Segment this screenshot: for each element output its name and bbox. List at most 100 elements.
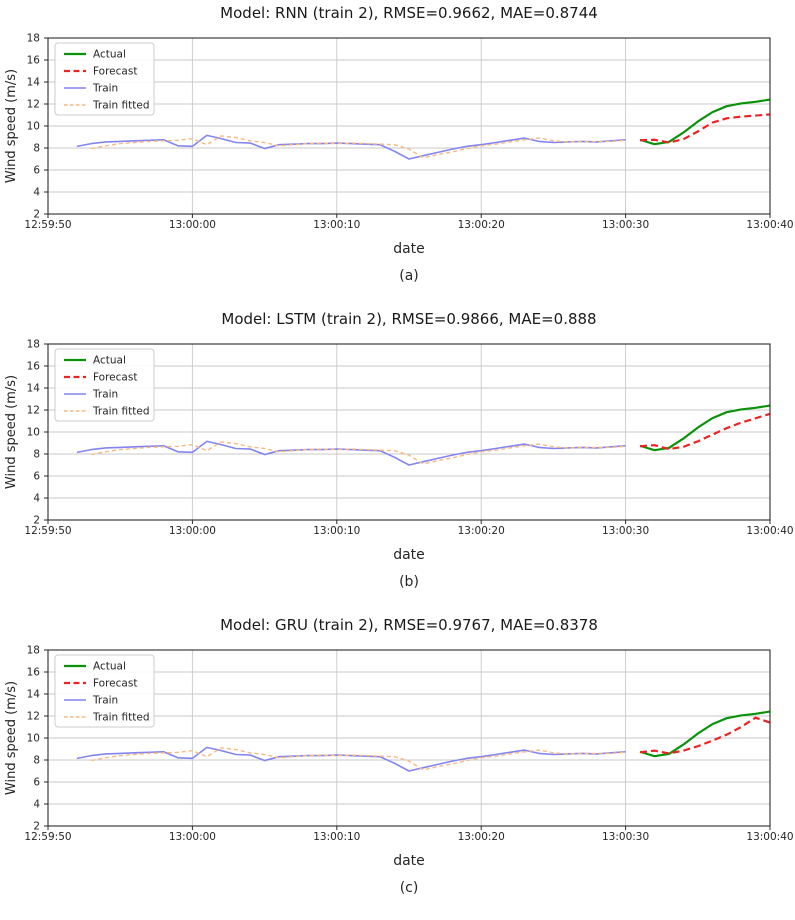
legend-label: Forecast xyxy=(93,66,137,78)
x-tick-label: 12:59:50 xyxy=(24,525,71,537)
series-line-train xyxy=(76,746,626,772)
subplot-caption: (a) xyxy=(399,268,419,284)
grid-lines xyxy=(47,37,771,215)
y-tick-label: 4 xyxy=(33,187,40,199)
x-tick-label: 13:00:40 xyxy=(746,525,793,537)
x-tick-label: 13:00:00 xyxy=(169,525,216,537)
x-tick-label: 13:00:30 xyxy=(602,525,649,537)
x-tick-label: 13:00:00 xyxy=(169,219,216,231)
chart-section-rnn: 12:59:50 13:00:00 13:00:10 13:00:20 13:00:30… xyxy=(0,0,795,306)
series-line-train-fitted xyxy=(91,747,626,771)
y-tick-label: 6 xyxy=(33,165,40,177)
y-tick-label: 18 xyxy=(27,645,40,657)
subplot-caption: (c) xyxy=(400,880,419,896)
legend: Actual Forecast Train Train fitted xyxy=(54,42,155,116)
x-tick-label: 12:59:50 xyxy=(24,219,71,231)
legend-label: Forecast xyxy=(93,678,137,690)
y-tick-label: 4 xyxy=(33,799,40,811)
y-axis-label: Wind speed (m/s) xyxy=(4,681,19,795)
series-line-forecast xyxy=(639,716,771,755)
series-line-actual xyxy=(639,710,771,758)
series-line-train-fitted xyxy=(91,441,626,465)
y-tick-label: 2 xyxy=(33,821,40,833)
y-tick-label: 8 xyxy=(33,143,40,155)
y-tick-label: 10 xyxy=(27,427,40,439)
y-tick-label: 18 xyxy=(27,33,40,45)
tick-marks xyxy=(44,37,771,218)
legend-box xyxy=(54,42,155,116)
y-tick-label: 12 xyxy=(27,405,40,417)
chart-canvas-lstm: 12:59:50 13:00:00 13:00:10 13:00:20 13:00:30… xyxy=(4,310,794,590)
legend-box xyxy=(54,654,155,728)
y-tick-label: 12 xyxy=(27,99,40,111)
tick-marks xyxy=(44,343,771,524)
y-tick-label: 10 xyxy=(27,733,40,745)
x-tick-label: 13:00:10 xyxy=(313,219,360,231)
series-line-train xyxy=(76,134,626,160)
chart-title: Model: RNN (train 2), RMSE=0.9662, MAE=0… xyxy=(220,4,598,22)
x-tick-label: 13:00:20 xyxy=(458,831,505,843)
chart-section-gru: 12:59:50 13:00:00 13:00:10 13:00:20 13:00:30… xyxy=(0,612,795,918)
legend-label: Train fitted xyxy=(92,100,150,112)
y-tick-label: 8 xyxy=(33,449,40,461)
series-line-train xyxy=(76,440,626,466)
legend-label: Actual xyxy=(93,355,126,367)
series-line-forecast xyxy=(639,113,771,144)
legend: Actual Forecast Train Train fitted xyxy=(54,348,155,422)
chart-title: Model: LSTM (train 2), RMSE=0.9866, MAE=… xyxy=(221,310,596,328)
y-axis-label: Wind speed (m/s) xyxy=(4,375,19,489)
chart-canvas-rnn: 12:59:50 13:00:00 13:00:10 13:00:20 13:00:30… xyxy=(4,4,794,284)
y-tick-label: 16 xyxy=(27,667,41,679)
x-tick-label: 13:00:20 xyxy=(458,219,505,231)
x-axis-label: date xyxy=(393,241,425,257)
y-tick-label: 2 xyxy=(33,209,40,221)
legend-label: Train fitted xyxy=(92,406,150,418)
legend-label: Forecast xyxy=(93,372,137,384)
y-tick-label: 12 xyxy=(27,711,40,723)
y-tick-label: 10 xyxy=(27,121,40,133)
y-tick-label: 2 xyxy=(33,515,40,527)
y-tick-label: 6 xyxy=(33,471,40,483)
chart-section-lstm: 12:59:50 13:00:00 13:00:10 13:00:20 13:00:30… xyxy=(0,306,795,612)
grid-lines xyxy=(47,649,771,827)
legend-label: Actual xyxy=(93,661,126,673)
y-tick-label: 14 xyxy=(27,383,41,395)
grid-lines xyxy=(47,343,771,521)
legend-label: Train xyxy=(92,83,118,95)
y-tick-label: 6 xyxy=(33,777,40,789)
legend-label: Train fitted xyxy=(92,712,150,724)
series-line-forecast xyxy=(639,412,771,451)
x-tick-label: 13:00:20 xyxy=(458,525,505,537)
tick-marks xyxy=(44,649,771,830)
y-axis-label: Wind speed (m/s) xyxy=(4,69,19,183)
legend: Actual Forecast Train Train fitted xyxy=(54,654,155,728)
chart-title: Model: GRU (train 2), RMSE=0.9767, MAE=0… xyxy=(220,616,598,634)
y-tick-label: 16 xyxy=(27,55,41,67)
legend-label: Train xyxy=(92,389,118,401)
legend-label: Train xyxy=(92,695,118,707)
y-tick-label: 14 xyxy=(27,77,41,89)
legend-label: Actual xyxy=(93,49,126,61)
series-line-actual xyxy=(639,98,771,146)
y-tick-label: 14 xyxy=(27,689,41,701)
y-tick-label: 8 xyxy=(33,755,40,767)
subplot-caption: (b) xyxy=(399,574,419,590)
x-tick-label: 13:00:40 xyxy=(746,831,793,843)
y-tick-label: 4 xyxy=(33,493,40,505)
series-line-actual xyxy=(639,404,771,452)
x-axis-label: date xyxy=(393,547,425,563)
x-tick-label: 12:59:50 xyxy=(24,831,71,843)
x-tick-label: 13:00:30 xyxy=(602,219,649,231)
y-tick-label: 18 xyxy=(27,339,40,351)
series-line-train-fitted xyxy=(91,135,626,159)
x-tick-label: 13:00:40 xyxy=(746,219,793,231)
x-tick-label: 13:00:30 xyxy=(602,831,649,843)
y-tick-label: 16 xyxy=(27,361,41,373)
x-tick-label: 13:00:10 xyxy=(313,831,360,843)
legend-box xyxy=(54,348,155,422)
x-axis-label: date xyxy=(393,853,425,869)
chart-canvas-gru: 12:59:50 13:00:00 13:00:10 13:00:20 13:00:30… xyxy=(4,616,794,896)
x-tick-label: 13:00:10 xyxy=(313,525,360,537)
x-tick-label: 13:00:00 xyxy=(169,831,216,843)
